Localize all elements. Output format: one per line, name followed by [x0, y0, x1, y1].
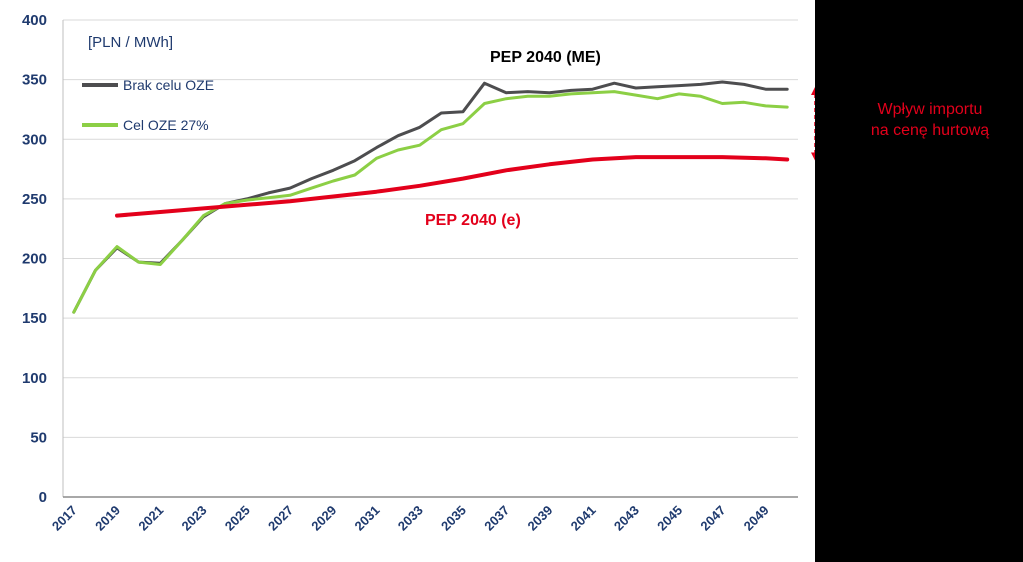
annotation-pep-2040-e: PEP 2040 (e)	[425, 212, 521, 229]
x-tick-label: 2031	[352, 503, 383, 534]
x-tick-label: 2017	[49, 503, 80, 534]
series-layer	[72, 80, 815, 314]
x-tick-label: 2025	[222, 503, 253, 534]
line-chart: 0 50 100 150 200 250 300 350 400 2017 2019 2021 2023…	[22, 12, 815, 534]
y-tick-label: 400	[22, 12, 47, 29]
x-tick-label: 2021	[135, 503, 166, 534]
side-panel	[815, 0, 1023, 562]
legend-label-brak-celu-oze: Brak celu OZE	[123, 77, 214, 93]
x-tick-label: 2035	[438, 503, 469, 534]
impact-arrow-up	[811, 86, 815, 95]
annotation-pep-2040-me: PEP 2040 (ME)	[490, 49, 601, 66]
impact-arrow-down	[811, 152, 815, 161]
y-tick-label: 200	[22, 251, 47, 268]
x-tick-label: 2041	[568, 503, 599, 534]
y-tick-label: 300	[22, 131, 47, 148]
x-tick-label: 2043	[611, 503, 642, 534]
x-tick-label: 2027	[265, 503, 296, 534]
series-line-pep-2040-e-	[115, 155, 790, 218]
x-tick-label: 2019	[92, 503, 123, 534]
import-impact-line-1: Wpływ importu	[877, 101, 983, 118]
x-tick-label: 2045	[654, 503, 685, 534]
x-tick-label: 2029	[308, 503, 339, 534]
x-tick-label: 2049	[741, 503, 772, 534]
unit-label: [PLN / MWh]	[88, 34, 173, 51]
y-tick-label: 350	[22, 72, 47, 89]
y-tick-label: 50	[30, 429, 47, 446]
legend-label-cel-oze-27: Cel OZE 27%	[123, 117, 209, 133]
y-tick-label: 0	[39, 489, 47, 506]
x-tick-label: 2033	[395, 503, 426, 534]
x-tick-label: 2039	[524, 503, 555, 534]
x-tick-label: 2037	[481, 503, 512, 534]
y-tick-label: 100	[22, 370, 47, 387]
import-impact-line-2: na cenę hurtową	[870, 122, 990, 139]
x-tick-label: 2023	[179, 503, 210, 534]
legend: [PLN / MWh] Brak celu OZE Cel OZE 27%	[82, 34, 214, 133]
x-tick-label: 2047	[697, 503, 728, 534]
y-tick-label: 150	[22, 310, 47, 327]
import-impact-annotation: Wpływ importu na cenę hurtową	[850, 99, 1010, 141]
y-tick-label: 250	[22, 191, 47, 208]
series-line-cel-oze-27-	[72, 90, 789, 314]
